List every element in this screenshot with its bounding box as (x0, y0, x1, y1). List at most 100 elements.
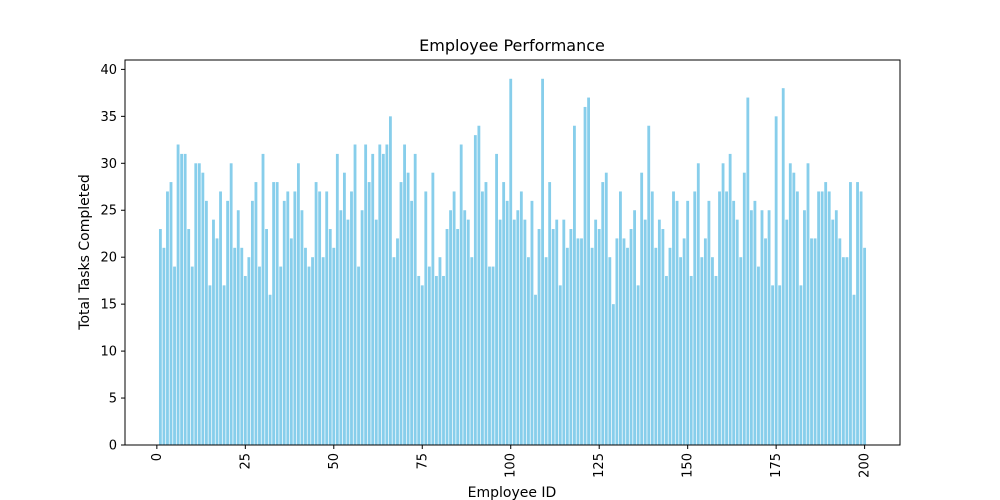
bar (665, 275, 668, 445)
bar (795, 191, 799, 445)
bar (413, 153, 417, 445)
bar (162, 247, 166, 445)
bar (640, 172, 644, 445)
bar (502, 182, 506, 445)
bar (849, 182, 852, 445)
bar (820, 191, 824, 445)
bar (388, 116, 392, 445)
bar (725, 191, 729, 445)
bar (321, 257, 325, 445)
bar (682, 238, 686, 445)
bar (739, 257, 743, 445)
bar (721, 163, 725, 446)
bar (219, 191, 222, 445)
bar (233, 247, 237, 445)
bar (427, 266, 431, 445)
bar (470, 257, 474, 445)
bar (360, 210, 364, 445)
bar (753, 200, 757, 445)
bar (350, 191, 353, 445)
bar (505, 200, 509, 445)
bar (293, 191, 297, 445)
bar (222, 285, 226, 445)
bar (565, 247, 569, 445)
bar (516, 210, 520, 445)
bar (286, 191, 290, 445)
plot-area-frame (124, 59, 901, 446)
bar (307, 266, 311, 445)
y-tick-label: 35 (100, 110, 117, 125)
bar (417, 275, 421, 445)
bar (629, 229, 633, 445)
bar (250, 200, 254, 445)
bar (158, 229, 162, 445)
bar (569, 229, 573, 445)
x-tick-label: 25 (238, 453, 253, 470)
bar (810, 238, 813, 445)
bar (799, 285, 803, 445)
bar (863, 247, 867, 445)
x-tick-label: 200 (858, 453, 873, 478)
x-axis: 0 25 50 75 100 125 150 175 200 (150, 445, 873, 478)
bar (834, 210, 838, 445)
bar (166, 191, 169, 445)
bar (484, 182, 488, 445)
bar (573, 125, 576, 446)
bar (562, 219, 566, 445)
bar (615, 238, 619, 445)
bar (445, 229, 449, 445)
bar (636, 285, 640, 445)
bar (332, 247, 336, 445)
chart-title: Employee Performance (419, 36, 605, 55)
bar (435, 275, 438, 445)
bar (346, 219, 350, 445)
bar (778, 285, 782, 445)
bar (229, 163, 233, 446)
bar (318, 191, 322, 445)
x-tick-label: 150 (681, 453, 696, 478)
bar (265, 229, 268, 445)
bar (459, 144, 463, 445)
bar (197, 163, 201, 446)
bar (587, 97, 590, 445)
bar (364, 144, 368, 445)
bar (771, 285, 775, 445)
bar (537, 229, 541, 445)
bar (328, 229, 332, 445)
bar (728, 153, 732, 445)
bar (619, 191, 622, 445)
bar (594, 219, 598, 445)
bar (608, 257, 612, 445)
bar (491, 266, 495, 445)
bar (173, 266, 176, 445)
y-tick-label: 5 (109, 392, 117, 407)
bar (325, 191, 329, 445)
bar (817, 191, 821, 445)
bar (176, 144, 180, 445)
bar (304, 247, 307, 445)
bar (488, 266, 491, 445)
bar (700, 257, 704, 445)
bar (392, 257, 396, 445)
bar (523, 219, 527, 445)
bar (583, 106, 587, 445)
bar (215, 238, 219, 445)
bar (424, 191, 428, 445)
bar (852, 294, 856, 445)
y-tick-label: 0 (109, 439, 117, 454)
bar (767, 210, 771, 445)
bar (544, 257, 548, 445)
x-tick-label: 100 (504, 453, 519, 478)
bar (548, 182, 552, 445)
bar (534, 294, 537, 445)
bar (714, 275, 718, 445)
bar (279, 266, 283, 445)
bar (410, 200, 414, 445)
bar (378, 144, 382, 445)
y-axis: 0 5 10 15 20 25 30 35 40 (100, 63, 125, 454)
x-tick-label: 125 (592, 453, 607, 478)
bar (813, 238, 817, 445)
bar (282, 200, 286, 445)
bar (576, 238, 580, 445)
bar (527, 257, 530, 445)
